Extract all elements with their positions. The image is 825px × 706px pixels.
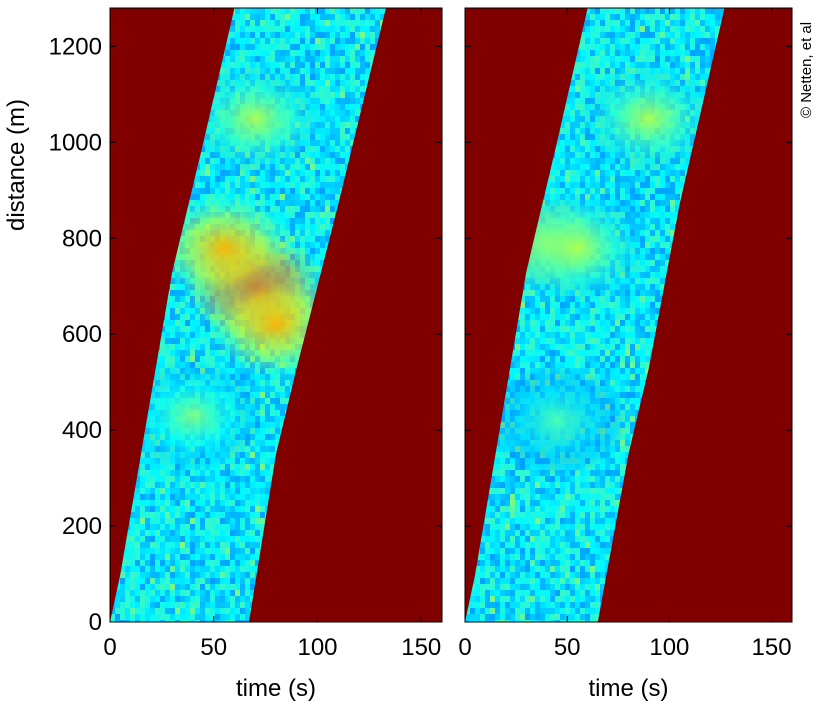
x-tick-label: 0 — [458, 634, 471, 661]
y-tick-label: 0 — [89, 609, 102, 636]
y-tick-label: 1200 — [49, 33, 102, 60]
heatmap-hotspot — [578, 63, 719, 174]
x-axis-title: time (s) — [236, 675, 316, 702]
y-tick-label: 400 — [62, 417, 102, 444]
heatmap-hotspot — [507, 192, 648, 303]
heatmap-hotspot — [185, 63, 326, 174]
x-tick-label: 50 — [200, 634, 227, 661]
x-tick-label: 150 — [752, 634, 792, 661]
x-tick-label: 0 — [103, 634, 116, 661]
x-tick-label: 100 — [297, 634, 337, 661]
y-tick-label: 1000 — [49, 129, 102, 156]
chart-panel-left: 0 50 100 150 0 200 400 600 800 1000 1200 time (s) di… — [3, 7, 443, 702]
y-tick-label: 600 — [62, 321, 102, 348]
chart-panel-right: 0 50 100 150 time (s) — [458, 7, 793, 702]
heatmap-hotspot — [486, 365, 627, 476]
copyright-text: © Netten, et al — [798, 21, 815, 118]
x-tick-label: 50 — [554, 634, 581, 661]
y-axis-title: distance (m) — [3, 99, 30, 231]
x-axis-title: time (s) — [589, 675, 669, 702]
y-tick-label: 200 — [62, 513, 102, 540]
x-tick-label: 150 — [401, 634, 441, 661]
y-tick-label: 800 — [62, 225, 102, 252]
axes-frame — [464, 7, 793, 623]
axes-frame — [109, 7, 443, 623]
heatmap-hotspot — [123, 360, 263, 471]
x-tick-label: 100 — [649, 634, 689, 661]
